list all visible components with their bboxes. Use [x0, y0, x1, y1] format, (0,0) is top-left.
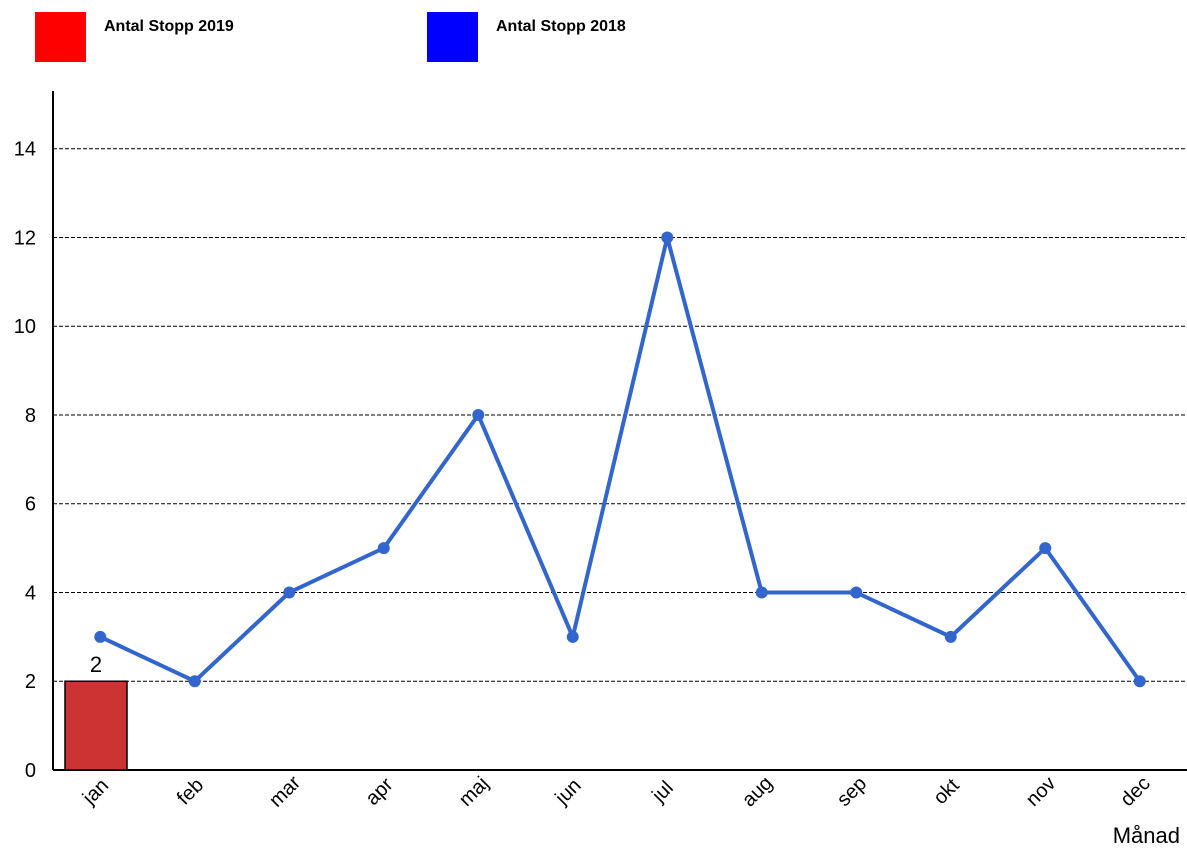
x-tick-label: nov	[1022, 773, 1060, 811]
line-series-2018	[99, 236, 1142, 684]
point-2018-jan	[94, 630, 107, 643]
point-2018-okt	[944, 630, 957, 643]
x-tick-label: apr	[362, 774, 398, 810]
point-2018-sep	[850, 586, 863, 599]
legend-label-2019: Antal Stopp 2019	[104, 18, 234, 35]
x-tick-label: jun	[551, 775, 586, 810]
y-tick-label: 6	[25, 494, 36, 516]
x-axis-label: Månad	[1113, 823, 1180, 848]
x-tick-label: sep	[833, 773, 871, 811]
legend-swatch-2018	[427, 12, 478, 62]
x-tick-label: aug	[738, 772, 777, 811]
bar-2019-jan	[64, 680, 128, 771]
legend-swatch-2019	[35, 12, 86, 62]
legend-label-2018: Antal Stopp 2018	[496, 18, 626, 35]
y-tick-label: 14	[14, 139, 36, 161]
y-tick-label: 2	[25, 671, 36, 693]
y-tick-label: 8	[25, 405, 36, 427]
y-tick-label: 10	[14, 316, 36, 338]
x-tick-label: maj	[455, 773, 493, 811]
y-tick-label: 0	[25, 760, 36, 782]
x-tick-label: dec	[1116, 773, 1154, 811]
point-2018-jul	[661, 231, 674, 244]
point-2018-dec	[1133, 675, 1146, 688]
x-tick-label: feb	[173, 774, 208, 809]
point-2018-maj	[472, 408, 485, 421]
bar-data-label: 2	[90, 652, 102, 677]
point-2018-feb	[188, 675, 201, 688]
x-tick-label: okt	[929, 774, 964, 809]
x-tick-label: mar	[265, 772, 305, 812]
y-tick-label: 4	[25, 582, 36, 604]
x-tick-label: jan	[78, 775, 113, 810]
point-2018-jun	[566, 630, 579, 643]
point-2018-nov	[1039, 542, 1052, 555]
point-2018-mar	[283, 586, 296, 599]
point-2018-apr	[377, 542, 390, 555]
x-tick-label: jul	[647, 777, 677, 807]
y-tick-label: 12	[14, 227, 36, 249]
point-2018-aug	[755, 586, 768, 599]
